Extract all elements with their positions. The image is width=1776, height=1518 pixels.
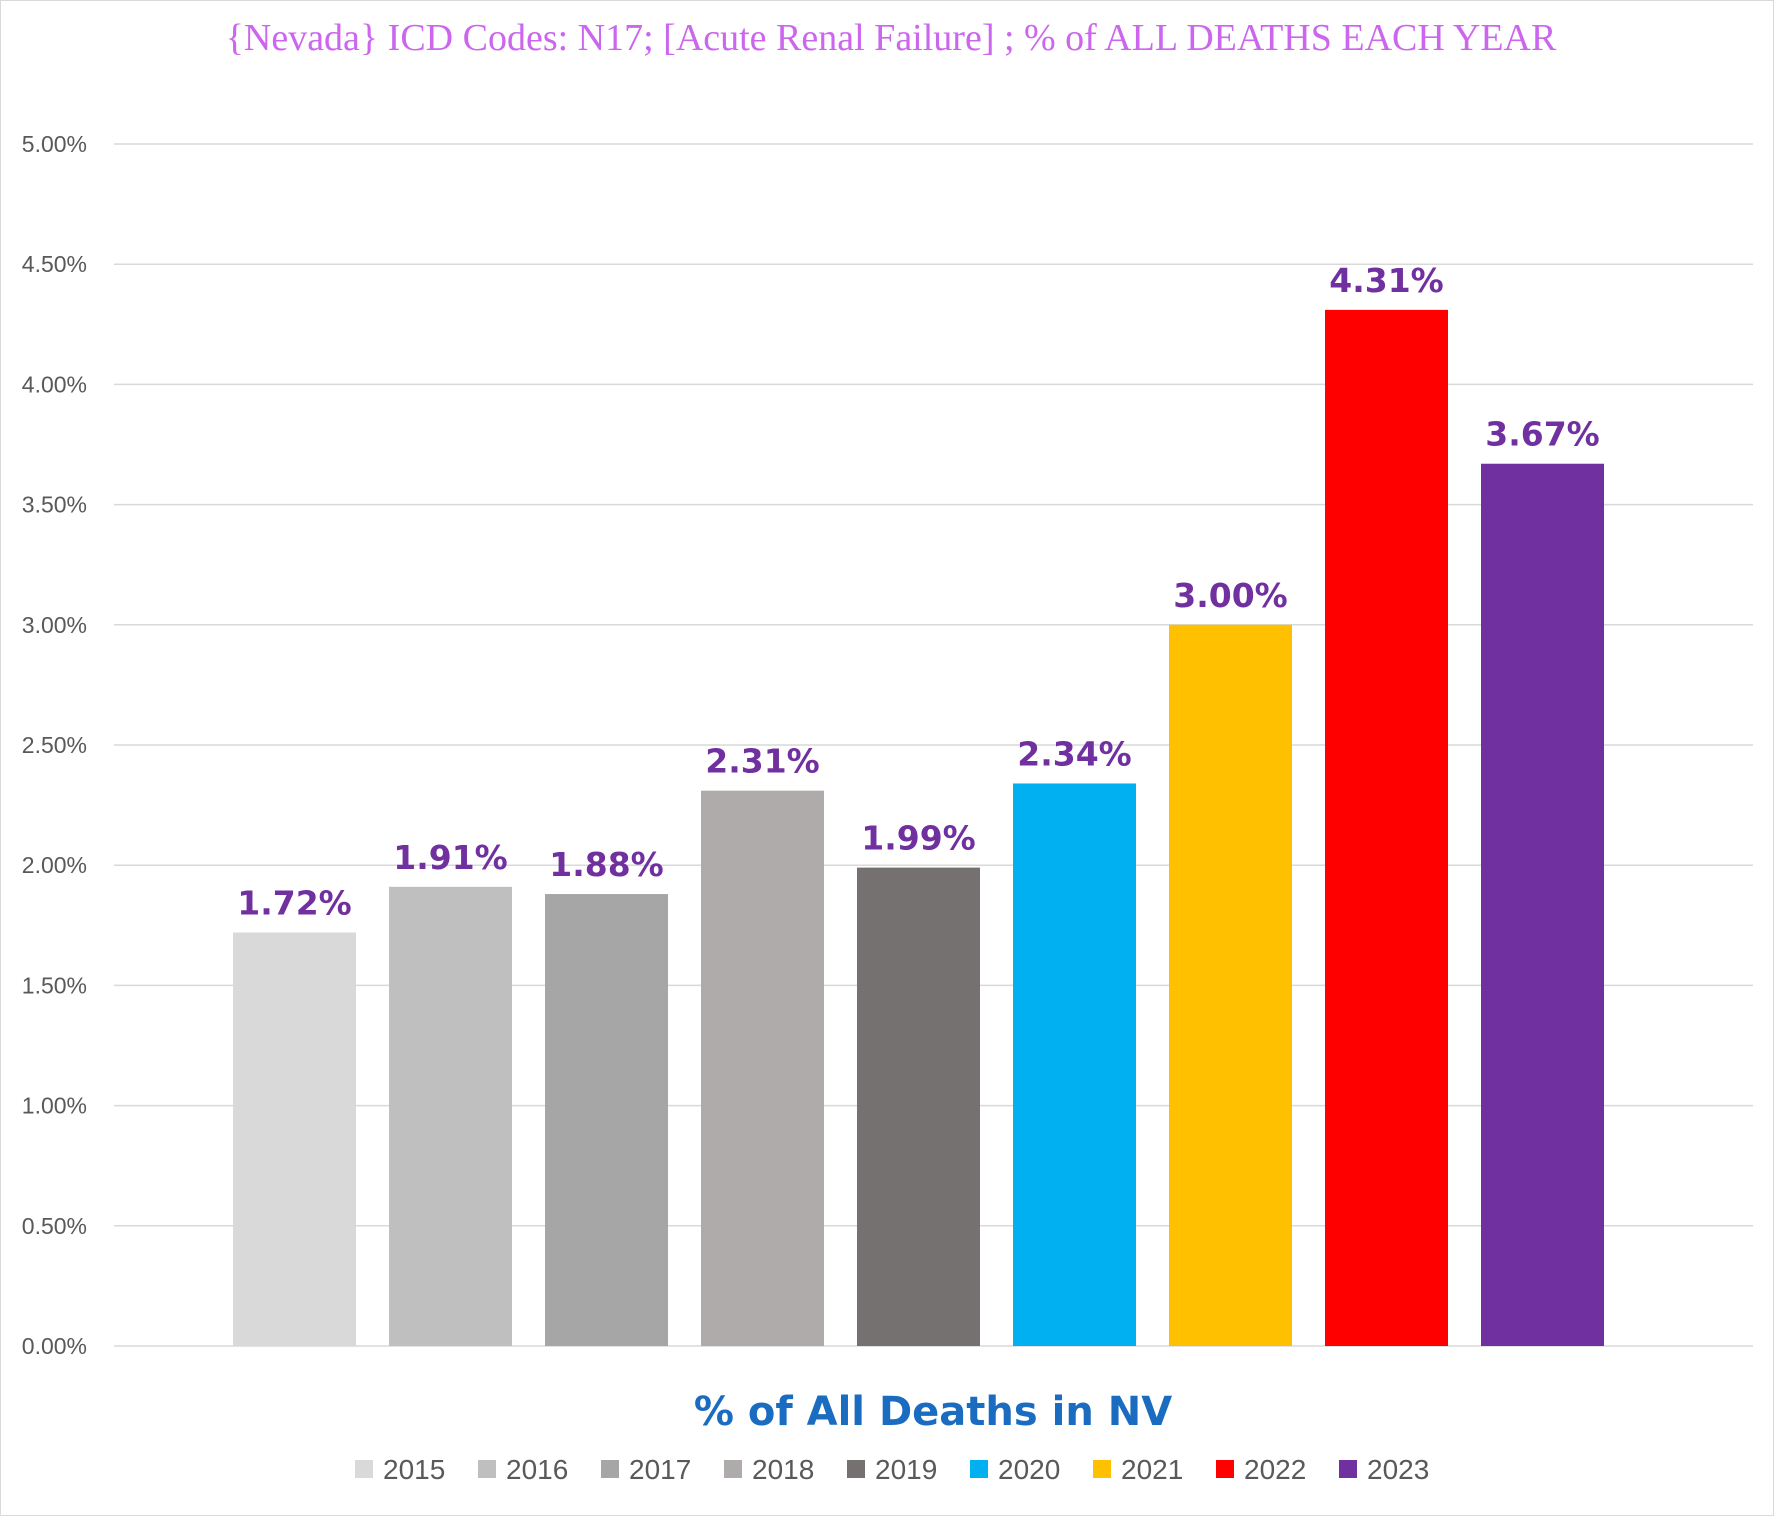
bar-2015 [233, 932, 356, 1346]
bar-2016 [389, 886, 512, 1346]
y-tick-label: 1.00% [22, 1093, 87, 1119]
legend-item-2020: 2020 [970, 1454, 1060, 1485]
legend-label: 2017 [629, 1454, 691, 1485]
legend-label: 2018 [752, 1454, 814, 1485]
legend-swatch [724, 1460, 742, 1478]
data-label-2015: 1.72% [237, 884, 352, 923]
y-tick-label: 5.00% [22, 131, 87, 157]
bar-2023 [1481, 463, 1604, 1346]
data-label-2022: 4.31% [1329, 261, 1444, 300]
bar-2017 [545, 894, 668, 1346]
legend-label: 2019 [875, 1454, 937, 1485]
legend-label: 2020 [998, 1454, 1060, 1485]
bar-2021 [1169, 624, 1292, 1346]
bars [233, 309, 1604, 1347]
y-tick-label: 0.00% [22, 1333, 87, 1359]
data-label-2019: 1.99% [861, 819, 976, 858]
legend-swatch [847, 1460, 865, 1478]
legend-label: 2022 [1244, 1454, 1306, 1485]
legend-swatch [478, 1460, 496, 1478]
y-tick-label: 4.50% [22, 251, 87, 277]
bar-2022 [1325, 309, 1448, 1347]
legend-item-2019: 2019 [847, 1454, 937, 1485]
data-label-2021: 3.00% [1173, 576, 1288, 615]
bar-2018 [701, 790, 824, 1346]
legend-swatch [1093, 1460, 1111, 1478]
legend-item-2018: 2018 [724, 1454, 814, 1485]
legend-swatch [1339, 1460, 1357, 1478]
legend: 2015 2016 2017 2018 2019 2020 2021 2022 2023 [355, 1454, 1429, 1485]
legend-item-2015: 2015 [355, 1454, 445, 1485]
y-tick-label: 0.50% [22, 1213, 87, 1239]
bar-2020 [1013, 783, 1136, 1346]
legend-item-2017: 2017 [601, 1454, 691, 1485]
bar-2019 [857, 867, 980, 1346]
legend-item-2016: 2016 [478, 1454, 568, 1485]
legend-swatch [601, 1460, 619, 1478]
y-tick-label: 3.50% [22, 492, 87, 518]
data-label-2018: 2.31% [705, 742, 820, 781]
legend-swatch [1216, 1460, 1234, 1478]
legend-swatch [355, 1460, 373, 1478]
legend-item-2022: 2022 [1216, 1454, 1306, 1485]
legend-label: 2016 [506, 1454, 568, 1485]
y-axis-tick-labels: 0.00% 0.50% 1.00% 1.50% 2.00% 2.50% 3.00% 3.50%… [22, 131, 87, 1359]
chart-title: {Nevada} ICD Codes: N17; [Acute Renal Fa… [225, 17, 1557, 59]
y-tick-label: 2.50% [22, 732, 87, 758]
data-label-2020: 2.34% [1017, 734, 1132, 773]
legend-label: 2021 [1121, 1454, 1183, 1485]
y-tick-label: 1.50% [22, 972, 87, 998]
data-label-2017: 1.88% [549, 845, 664, 884]
legend-label: 2023 [1367, 1454, 1429, 1485]
legend-swatch [970, 1460, 988, 1478]
y-tick-label: 4.00% [22, 371, 87, 397]
x-axis-label: % of All Deaths in NV [694, 1389, 1172, 1435]
legend-item-2023: 2023 [1339, 1454, 1429, 1485]
data-labels: 1.72% 1.91% 1.88% 2.31% 1.99% 2.34% 3.00% 4.31%… [237, 261, 1600, 923]
data-label-2023: 3.67% [1485, 415, 1600, 454]
y-tick-label: 3.00% [22, 612, 87, 638]
legend-label: 2015 [383, 1454, 445, 1485]
data-label-2016: 1.91% [393, 838, 508, 877]
legend-item-2021: 2021 [1093, 1454, 1183, 1485]
y-tick-label: 2.00% [22, 852, 87, 878]
